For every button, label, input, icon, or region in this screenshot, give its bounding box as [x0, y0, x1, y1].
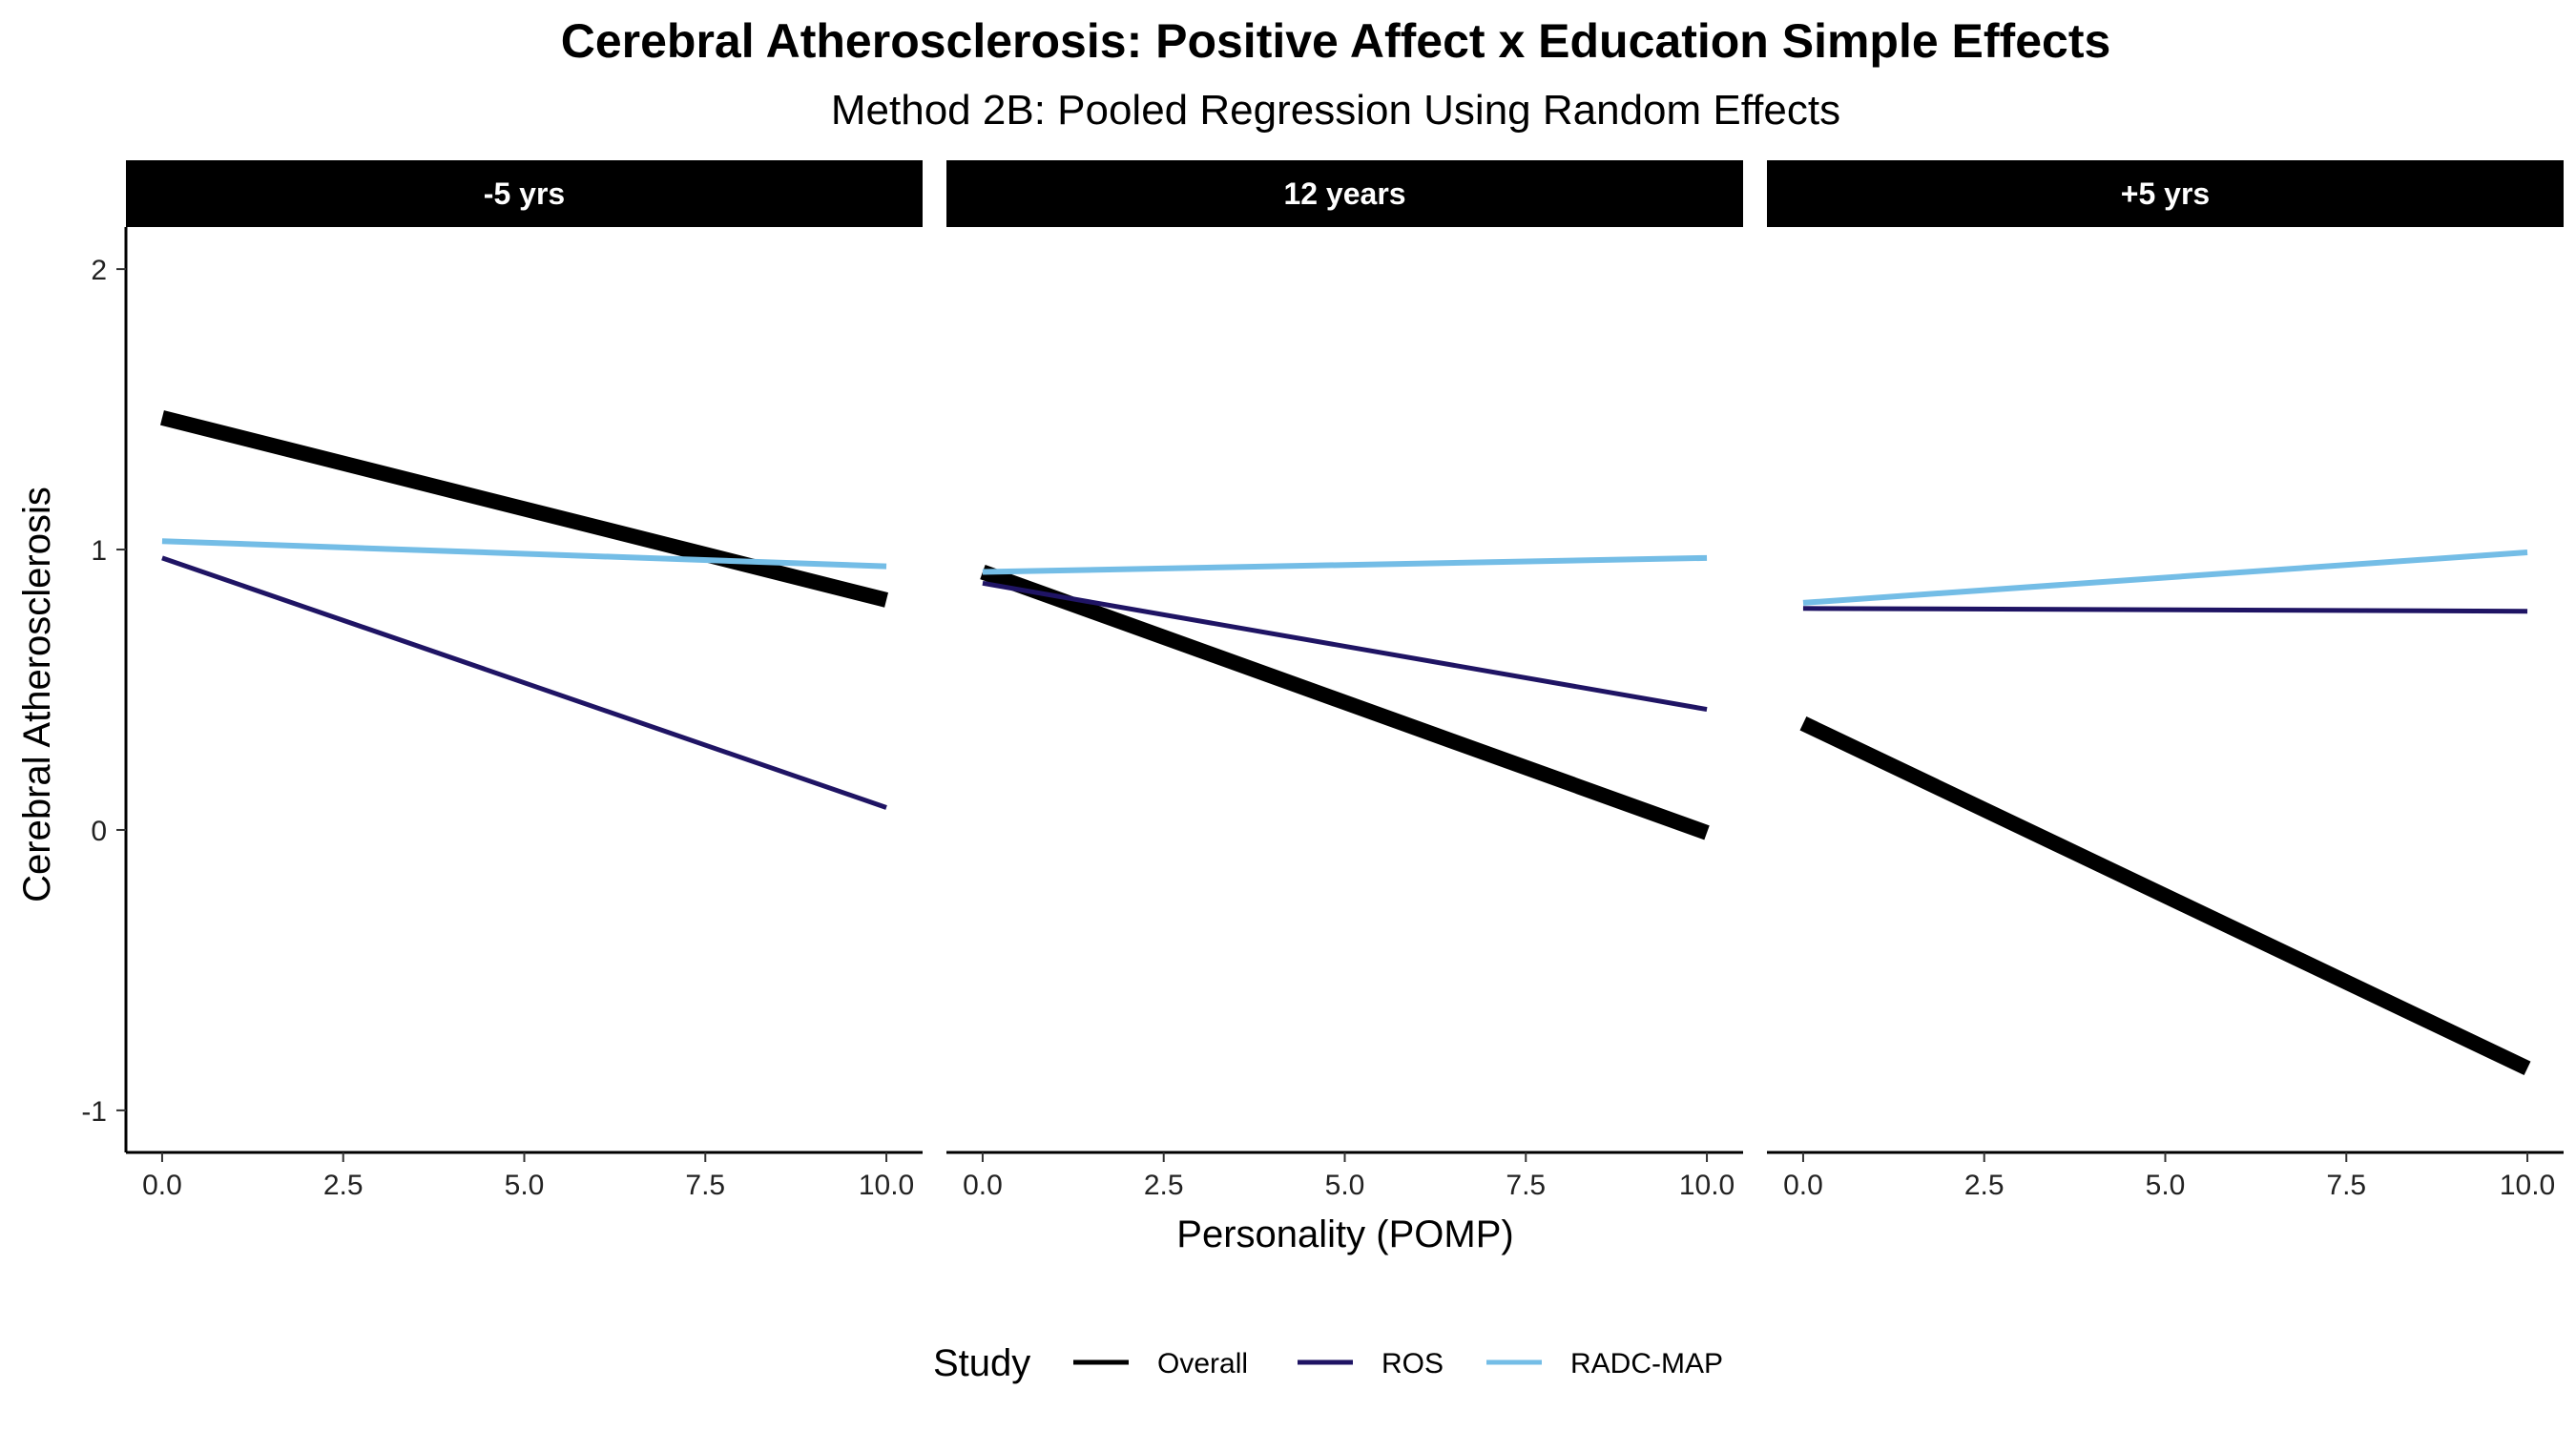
facet-panels: -5 yrs 0.0 2.5 5.0 7.5 10.0 -1 0 1 2 12 years 0.0 2.… [81, 160, 2564, 1201]
x-tick-label: 7.5 [1506, 1170, 1546, 1201]
x-tick-label: 0.0 [1783, 1170, 1823, 1201]
x-tick-label: 7.5 [2326, 1170, 2366, 1201]
chart-subtitle: Method 2B: Pooled Regression Using Rando… [831, 87, 1840, 134]
x-tick-label: 10.0 [1679, 1170, 1735, 1201]
x-tick-label: 5.0 [1325, 1170, 1365, 1201]
x-tick-label: 0.0 [142, 1170, 182, 1201]
y-tick-label: -1 [81, 1096, 107, 1128]
x-tick-label: 10.0 [859, 1170, 914, 1201]
facet-strip [946, 160, 1743, 227]
facet-panel-1: -5 yrs 0.0 2.5 5.0 7.5 10.0 -1 0 1 2 [81, 160, 923, 1201]
x-tick-label: 2.5 [323, 1170, 364, 1201]
series-line-overall [980, 565, 1710, 840]
facet-panel-2: 12 years 0.0 2.5 5.0 7.5 10.0 [946, 160, 1743, 1201]
legend-label: Overall [1157, 1348, 1248, 1379]
series-line-ros [982, 580, 1708, 713]
legend: Study Overall ROS RADC-MAP [933, 1342, 1723, 1384]
facet-strip-label: +5 yrs [2121, 176, 2210, 211]
facet-strip [1767, 160, 2564, 227]
x-tick-label: 5.0 [2146, 1170, 2186, 1201]
legend-label: ROS [1381, 1348, 1444, 1379]
x-tick-label: 10.0 [2500, 1170, 2555, 1201]
y-axis-title: Cerebral Atherosclerosis [16, 487, 58, 902]
x-tick-label: 2.5 [1964, 1170, 2005, 1201]
facet-strip-label: 12 years [1283, 176, 1405, 211]
legend-title: Study [933, 1342, 1030, 1384]
facet-strip [126, 160, 923, 227]
x-axis-title: Personality (POMP) [1176, 1213, 1513, 1255]
y-tick-label: 1 [91, 535, 107, 567]
x-tick-label: 5.0 [505, 1170, 545, 1201]
series-line-overall [1799, 716, 2531, 1076]
x-tick-label: 0.0 [963, 1170, 1003, 1201]
y-tick-label: 0 [91, 816, 107, 847]
series-line-overall [160, 410, 888, 608]
x-tick-label: 2.5 [1144, 1170, 1184, 1201]
series-line-radc-map [1802, 549, 2528, 606]
facet-strip-label: -5 yrs [484, 176, 565, 211]
x-tick-label: 7.5 [685, 1170, 725, 1201]
series-line-ros [1802, 606, 2528, 614]
series-line-ros [161, 555, 887, 810]
series-line-radc-map [161, 538, 887, 570]
facet-panel-3: +5 yrs 0.0 2.5 5.0 7.5 10.0 [1767, 160, 2564, 1201]
legend-label: RADC-MAP [1570, 1348, 1723, 1379]
y-tick-label: 2 [91, 255, 107, 286]
chart-title: Cerebral Atherosclerosis: Positive Affec… [561, 14, 2111, 68]
series-line-radc-map [982, 554, 1708, 575]
